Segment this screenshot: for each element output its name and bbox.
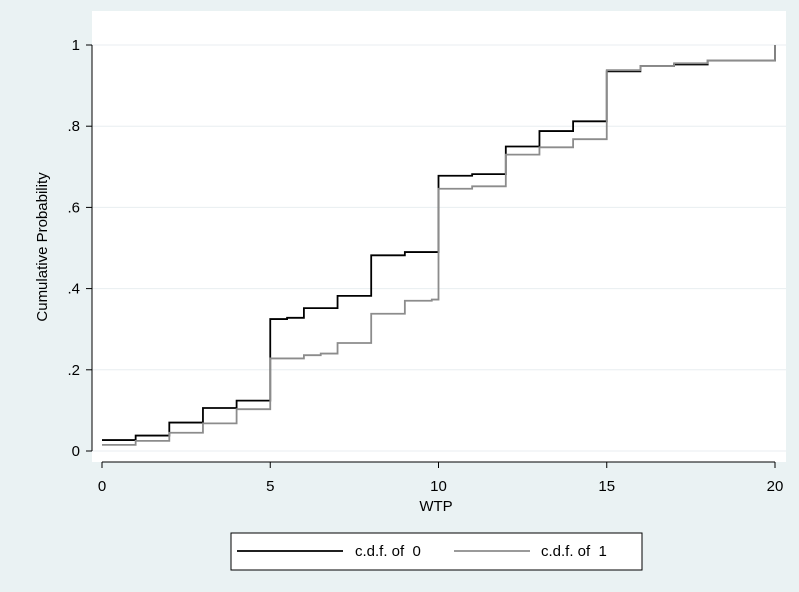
y-tick-label: .8 [67,118,80,135]
y-axis-label: Cumulative Probability [34,172,51,322]
series-lines [102,45,776,446]
y-tick-label: .4 [67,281,80,298]
x-tick-label: 0 [98,478,106,495]
y-tick-label: 1 [72,37,80,54]
legend-label-1: c.d.f. of 1 [541,543,607,560]
x-tick-label: 15 [598,478,615,495]
legend: c.d.f. of 0 c.d.f. of 1 [230,532,643,571]
series-line-1 [102,45,776,446]
x-tick-label: 10 [430,478,447,495]
x-tick-label: 20 [767,478,784,495]
x-axis-label: WTP [419,498,452,515]
y-tick-label: .2 [67,362,80,379]
axes: 0.2.4.6.810 5 10 15 20 [67,37,783,495]
y-tick-label: .6 [67,199,80,216]
legend-label-0: c.d.f. of 0 [355,543,421,560]
y-tick-label: 0 [72,443,80,460]
x-tick-label: 5 [266,478,274,495]
